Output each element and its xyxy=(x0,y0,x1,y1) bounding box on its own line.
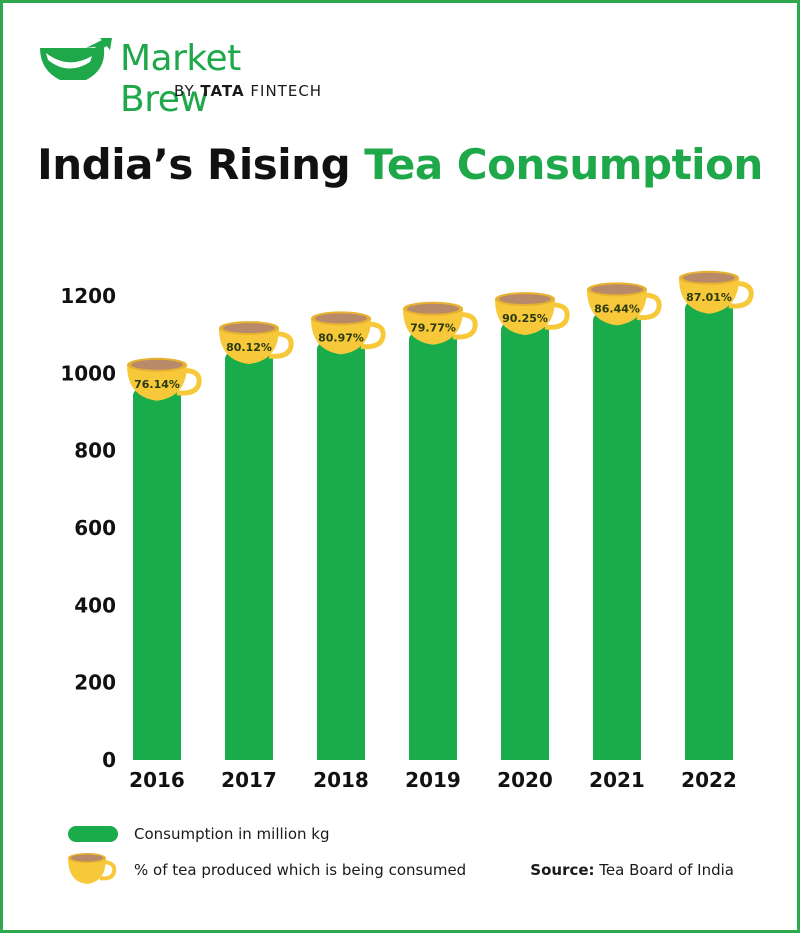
teacup-logo-icon xyxy=(40,38,112,80)
teacup-tea xyxy=(683,272,735,283)
teacup-handle xyxy=(636,292,662,321)
percent-label: 87.01% xyxy=(686,291,732,304)
percent-label: 80.97% xyxy=(318,331,364,344)
teacup-handle xyxy=(268,331,294,359)
y-tick-label: 800 xyxy=(74,439,116,463)
bar-base xyxy=(501,750,549,760)
teacup-body xyxy=(587,289,647,326)
teacup-handle xyxy=(728,281,754,309)
y-tick-label: 400 xyxy=(74,593,116,617)
teacup-body xyxy=(219,328,279,365)
bar-base xyxy=(133,750,181,760)
teacup-tea xyxy=(499,294,551,305)
source-text: Tea Board of India xyxy=(594,861,734,879)
bar xyxy=(501,323,549,760)
percent-label: 79.77% xyxy=(410,322,456,335)
y-tick-label: 0 xyxy=(102,748,116,772)
y-tick-label: 600 xyxy=(74,516,116,540)
brand-by-prefix: BY xyxy=(174,82,195,100)
legend-label-consumption: Consumption in million kg xyxy=(134,825,330,843)
teacup-body xyxy=(403,308,463,345)
source-note: Source: Tea Board of India xyxy=(530,861,734,879)
percent-label: 90.25% xyxy=(502,312,548,325)
title-part-2: Tea Consumption xyxy=(364,140,763,189)
bar-base xyxy=(225,750,273,760)
teacup-handle xyxy=(452,311,478,340)
page-title: India’s Rising Tea Consumption xyxy=(0,140,800,189)
x-tick-label: 2017 xyxy=(221,768,277,792)
bar xyxy=(133,388,181,760)
teacup-tea xyxy=(591,284,643,295)
y-tick-label: 200 xyxy=(74,671,116,695)
source-label: Source: xyxy=(530,861,595,879)
x-tick-label: 2016 xyxy=(129,768,185,792)
bar-base xyxy=(409,750,457,760)
brand-tagline: BY TATA FINTECH xyxy=(174,82,322,100)
legend-swatch-consumption xyxy=(68,826,118,842)
bar xyxy=(685,301,733,760)
teacup-body xyxy=(495,299,555,336)
teacup-tea xyxy=(407,303,459,314)
teacup-handle xyxy=(176,368,202,396)
teacup-body xyxy=(679,277,739,314)
brand-by-suffix: FINTECH xyxy=(250,82,323,100)
percent-label: 86.44% xyxy=(594,302,640,315)
legend-teacup-icon xyxy=(68,853,117,884)
brand-name: Market Brew xyxy=(120,38,241,120)
bar xyxy=(409,332,457,760)
percent-label: 76.14% xyxy=(134,378,180,391)
percent-label: 80.12% xyxy=(226,341,272,354)
y-tick-label: 1200 xyxy=(60,284,116,308)
teacup-handle xyxy=(360,321,386,350)
title-part-1: India’s Rising xyxy=(37,140,365,189)
teacup-tea xyxy=(315,313,367,324)
bar xyxy=(317,342,365,760)
teacup-body xyxy=(311,318,371,355)
bar xyxy=(225,352,273,760)
teacup-tea xyxy=(131,359,183,370)
teacup-body xyxy=(127,364,187,401)
bar xyxy=(593,313,641,760)
bar-base xyxy=(593,750,641,760)
brand-logo: Market Brew BY TATA FINTECH xyxy=(34,34,334,120)
x-tick-label: 2019 xyxy=(405,768,461,792)
bar-base xyxy=(317,750,365,760)
bar-base xyxy=(685,750,733,760)
teacup-tea xyxy=(223,323,275,334)
legend-label-percent: % of tea produced which is being consume… xyxy=(134,861,467,879)
x-tick-label: 2022 xyxy=(681,768,737,792)
teacup-handle xyxy=(544,302,570,330)
y-tick-label: 1000 xyxy=(60,361,116,385)
x-tick-label: 2020 xyxy=(497,768,553,792)
brand-tata: TATA xyxy=(200,82,245,100)
x-tick-label: 2021 xyxy=(589,768,645,792)
x-tick-label: 2018 xyxy=(313,768,369,792)
